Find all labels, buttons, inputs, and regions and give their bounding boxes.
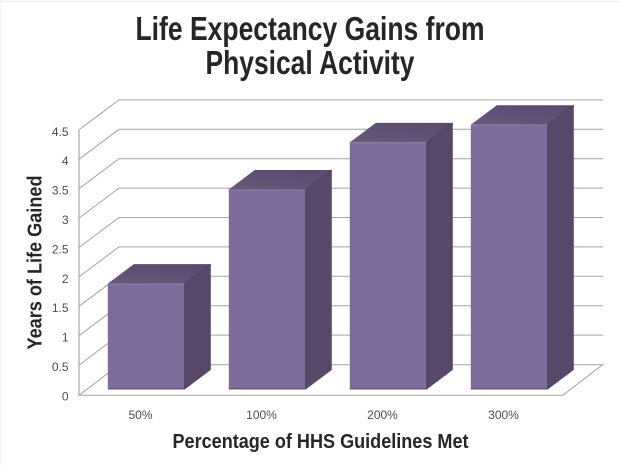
svg-text:50%: 50% <box>128 408 152 422</box>
svg-text:Physical Activity: Physical Activity <box>206 44 416 81</box>
svg-text:1.5: 1.5 <box>52 301 69 315</box>
svg-text:0: 0 <box>62 389 69 403</box>
svg-text:1: 1 <box>62 331 69 345</box>
svg-text:200%: 200% <box>367 408 398 422</box>
svg-text:3: 3 <box>62 213 69 227</box>
svg-text:3.5: 3.5 <box>52 184 69 198</box>
svg-text:4: 4 <box>62 154 69 168</box>
svg-text:2: 2 <box>62 272 69 286</box>
svg-text:Percentage of HHS Guidelines M: Percentage of HHS Guidelines Met <box>173 431 469 453</box>
svg-text:2.5: 2.5 <box>52 242 69 256</box>
svg-text:0.5: 0.5 <box>52 360 69 374</box>
svg-text:100%: 100% <box>246 408 277 422</box>
svg-text:300%: 300% <box>488 408 519 422</box>
svg-text:Life Expectancy Gains from: Life Expectancy Gains from <box>136 10 485 47</box>
svg-text:4.5: 4.5 <box>52 125 69 139</box>
svg-text:Years of Life Gained: Years of Life Gained <box>24 176 47 350</box>
